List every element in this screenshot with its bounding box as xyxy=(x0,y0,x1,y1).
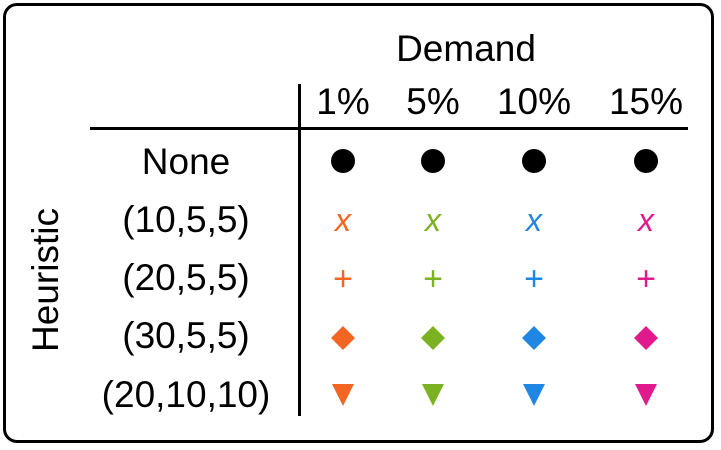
diamond-marker-3 xyxy=(522,326,546,350)
diamond-marker-4 xyxy=(634,326,658,350)
x-marker-2: x xyxy=(425,202,441,238)
column-label-1: 1% xyxy=(316,81,370,122)
row-label-divider xyxy=(298,84,301,416)
legend-frame xyxy=(3,3,714,443)
row-label-20-5-5: (20,5,5) xyxy=(122,257,250,298)
demand-header: Demand xyxy=(396,28,536,69)
plus-marker-2: + xyxy=(423,260,443,298)
column-label-4: 15% xyxy=(608,81,684,122)
row-label-none: None xyxy=(141,141,231,182)
plus-marker-3: + xyxy=(524,260,544,298)
header-divider xyxy=(90,127,688,130)
triangle-marker-1 xyxy=(332,384,354,406)
triangle-marker-2 xyxy=(422,384,444,406)
x-marker-4: x xyxy=(638,202,654,238)
x-marker-1: x xyxy=(335,202,351,238)
row-label-20-10-10: (20,10,10) xyxy=(101,374,271,415)
plus-marker-4: + xyxy=(636,260,656,298)
plus-marker-1: + xyxy=(333,260,353,298)
row-label-10-5-5: (10,5,5) xyxy=(122,199,250,240)
row-label-30-5-5: (30,5,5) xyxy=(122,315,250,356)
column-label-2: 5% xyxy=(406,81,460,122)
circle-marker-1 xyxy=(331,149,355,173)
column-label-3: 10% xyxy=(496,81,572,122)
diamond-marker-2 xyxy=(421,326,445,350)
circle-marker-2 xyxy=(421,149,445,173)
triangle-marker-4 xyxy=(635,384,657,406)
diamond-marker-1 xyxy=(331,326,355,350)
circle-marker-4 xyxy=(634,149,658,173)
circle-marker-3 xyxy=(522,149,546,173)
x-marker-3: x xyxy=(526,202,542,238)
triangle-marker-3 xyxy=(523,384,545,406)
